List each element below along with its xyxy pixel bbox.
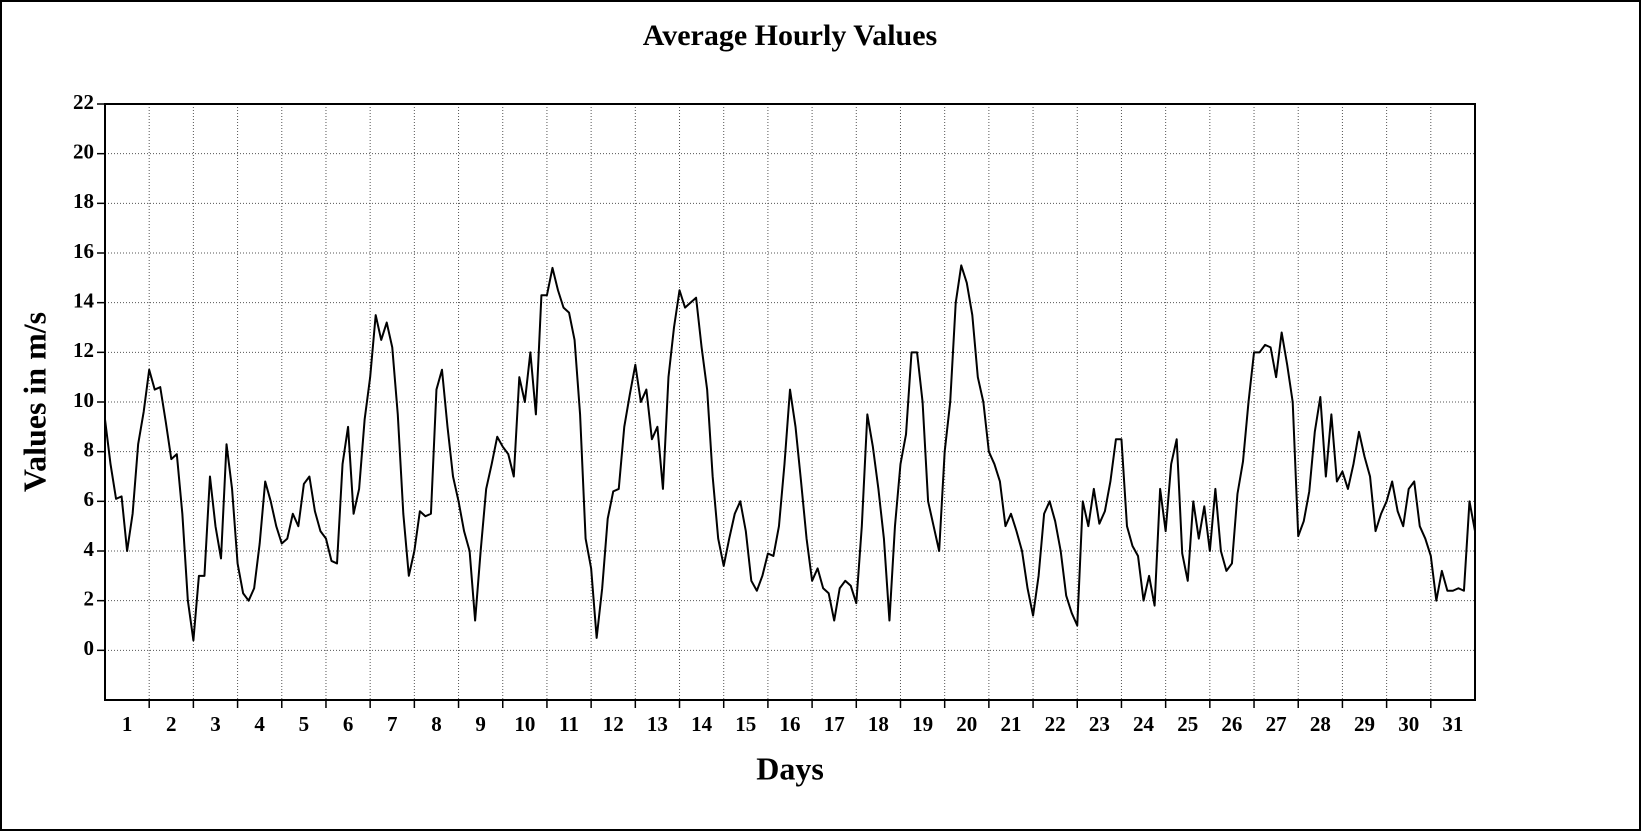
x-tick-label: 7: [387, 712, 398, 736]
x-tick-label: 25: [1177, 712, 1198, 736]
x-tick-label: 26: [1221, 712, 1242, 736]
x-tick-label: 8: [431, 712, 442, 736]
x-tick-label: 15: [735, 712, 756, 736]
y-tick-label: 22: [73, 90, 94, 114]
y-tick-label: 14: [73, 288, 95, 312]
chart-title: Average Hourly Values: [643, 19, 937, 52]
x-tick-label: 28: [1310, 712, 1331, 736]
y-tick-label: 12: [73, 338, 94, 362]
plot-area-border: [104, 103, 1476, 701]
x-tick-label: 6: [343, 712, 354, 736]
y-tick-label: 10: [73, 388, 94, 412]
x-tick-label: 31: [1442, 712, 1463, 736]
x-tick-label: 10: [514, 712, 535, 736]
x-tick-label: 29: [1354, 712, 1375, 736]
x-tick-label: 23: [1089, 712, 1110, 736]
x-tick-label: 27: [1266, 712, 1287, 736]
x-tick-label: 5: [299, 712, 310, 736]
x-tick-label: 20: [956, 712, 977, 736]
x-tick-label: 18: [868, 712, 889, 736]
y-axis-label: Values in m/s: [16, 312, 52, 492]
y-tick-label: 0: [84, 636, 95, 660]
x-tick-label: 13: [647, 712, 668, 736]
y-tick-label: 18: [73, 189, 94, 213]
y-tick-label: 6: [84, 487, 95, 511]
y-tick-label: 16: [73, 239, 94, 263]
x-tick-label: 1: [122, 712, 133, 736]
x-tick-label: 12: [603, 712, 624, 736]
data-line: [104, 264, 1476, 642]
x-tick-label: 14: [691, 712, 713, 736]
y-tick-label: 20: [73, 139, 94, 163]
x-tick-label: 17: [824, 712, 845, 736]
x-tick-label: 11: [559, 712, 579, 736]
x-tick-label: 30: [1398, 712, 1419, 736]
x-tick-label: 24: [1133, 712, 1155, 736]
x-tick-label: 2: [166, 712, 177, 736]
x-tick-label: 21: [1000, 712, 1021, 736]
x-tick-label: 19: [912, 712, 933, 736]
x-tick-label: 22: [1045, 712, 1066, 736]
x-tick-label: 4: [254, 712, 265, 736]
x-tick-label: 9: [475, 712, 486, 736]
y-tick-label: 2: [84, 586, 95, 610]
y-tick-label: 4: [84, 537, 95, 561]
x-tick-label: 3: [210, 712, 221, 736]
y-tick-label: 8: [84, 437, 95, 461]
x-axis-label: Days: [756, 750, 824, 786]
x-tick-label: 16: [780, 712, 801, 736]
